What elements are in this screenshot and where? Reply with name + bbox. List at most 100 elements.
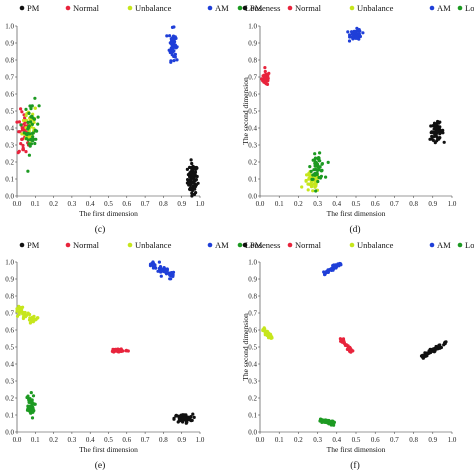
point-normal <box>17 120 21 124</box>
x-tick-label: 0.3 <box>313 200 322 208</box>
point-looseness <box>28 132 32 136</box>
legend-label-unbalance: Unbalance <box>135 3 172 13</box>
point-pm <box>189 158 193 162</box>
x-tick-label: 0.9 <box>177 436 186 444</box>
point-unbalance <box>25 313 29 317</box>
point-normal <box>265 82 270 86</box>
point-normal <box>20 137 24 141</box>
point-looseness <box>313 164 317 168</box>
point-looseness <box>26 127 30 131</box>
point-looseness <box>27 405 31 409</box>
x-tick-label: 0.7 <box>390 200 399 208</box>
y-axis-label: The second dimension <box>241 77 250 145</box>
y-tick-label: 0.5 <box>5 343 14 351</box>
legend-marker-pm <box>242 242 248 248</box>
legend-marker-unbalance <box>349 242 355 248</box>
point-pm <box>431 347 435 351</box>
point-normal <box>23 116 27 120</box>
point-normal <box>111 347 115 351</box>
legend-label-looseness: Looseness <box>245 240 280 250</box>
point-pm <box>188 186 192 190</box>
y-tick-label: 0.8 <box>5 292 14 300</box>
point-unbalance <box>267 336 271 340</box>
point-looseness <box>308 165 312 169</box>
point-pm <box>172 417 176 421</box>
point-normal <box>262 77 266 81</box>
y-tick-label: 0.4 <box>5 360 14 368</box>
point-looseness <box>25 395 29 400</box>
point-am <box>170 48 174 53</box>
point-pm <box>436 347 440 351</box>
point-pm <box>430 134 434 139</box>
point-normal <box>21 148 25 152</box>
point-am <box>171 270 176 274</box>
x-tick-label: 0.3 <box>68 200 77 208</box>
point-normal <box>17 149 21 153</box>
point-pm <box>190 194 194 198</box>
point-am <box>346 30 350 34</box>
y-tick-label: 0.2 <box>248 158 257 166</box>
legend-marker-normal <box>65 5 71 11</box>
point-pm <box>190 191 194 195</box>
point-pm <box>191 173 195 177</box>
point-pm <box>433 133 437 137</box>
point-am <box>156 269 160 273</box>
legend-marker-am <box>207 242 213 248</box>
y-tick-label: 0.5 <box>248 107 257 115</box>
legend-marker-normal <box>287 242 293 248</box>
point-unbalance <box>300 185 304 189</box>
panel-caption: (d) <box>349 224 360 235</box>
y-tick-label: 0.3 <box>5 377 14 385</box>
point-pm <box>181 416 186 420</box>
point-am <box>157 260 161 264</box>
point-pm <box>193 184 198 189</box>
point-unbalance <box>267 332 271 336</box>
x-tick-label: 0.9 <box>177 200 186 208</box>
point-pm <box>189 171 193 175</box>
point-looseness <box>31 135 35 139</box>
point-looseness <box>320 162 324 166</box>
point-pm <box>442 343 446 347</box>
point-looseness <box>319 169 324 173</box>
panel-1: 0.0 0.1 0.2 0.3 0.4 0.5 0.6 0.7 0.8 0.9 1.0 0.0 0.1 0… <box>241 3 474 235</box>
y-tick-label: 0.6 <box>5 326 14 334</box>
y-tick-label: 0.0 <box>248 428 257 436</box>
x-tick-label: 0.2 <box>294 200 303 208</box>
x-tick-label: 0.3 <box>313 436 322 444</box>
x-tick-label: 0.6 <box>122 436 131 444</box>
point-looseness <box>31 139 35 143</box>
y-tick-label: 0.6 <box>5 90 14 98</box>
point-pm <box>433 141 437 145</box>
point-pm <box>189 166 193 170</box>
y-tick-label: 0.3 <box>248 141 257 149</box>
point-looseness <box>326 160 330 164</box>
x-tick-label: 0.6 <box>371 200 380 208</box>
point-am <box>348 33 352 37</box>
y-tick-label: 0.9 <box>248 275 257 283</box>
point-pm <box>174 414 178 418</box>
point-am <box>172 59 176 63</box>
point-looseness <box>36 115 40 119</box>
point-am <box>325 269 329 273</box>
legend-marker-pm <box>242 5 248 11</box>
y-tick-label: 0.7 <box>248 73 257 81</box>
point-am <box>173 55 177 59</box>
point-am <box>338 261 342 266</box>
y-tick-label: 0.2 <box>5 158 14 166</box>
point-pm <box>185 420 189 424</box>
point-unbalance <box>21 316 25 321</box>
legend-label-pm: PM <box>27 240 40 250</box>
y-tick-label: 0.5 <box>248 343 257 351</box>
point-pm <box>192 415 196 419</box>
y-tick-label: 0.4 <box>5 124 14 132</box>
legend-marker-unbalance <box>127 242 133 248</box>
point-am <box>351 34 355 38</box>
x-tick-label: 0.5 <box>104 200 113 208</box>
point-looseness <box>24 107 28 111</box>
y-tick-label: 0.4 <box>248 360 257 368</box>
point-pm <box>428 137 432 141</box>
x-tick-label: 0.8 <box>409 436 418 444</box>
x-tick-label: 0.0 <box>256 200 265 208</box>
legend-label-unbalance: Unbalance <box>135 240 172 250</box>
point-am <box>350 30 354 34</box>
